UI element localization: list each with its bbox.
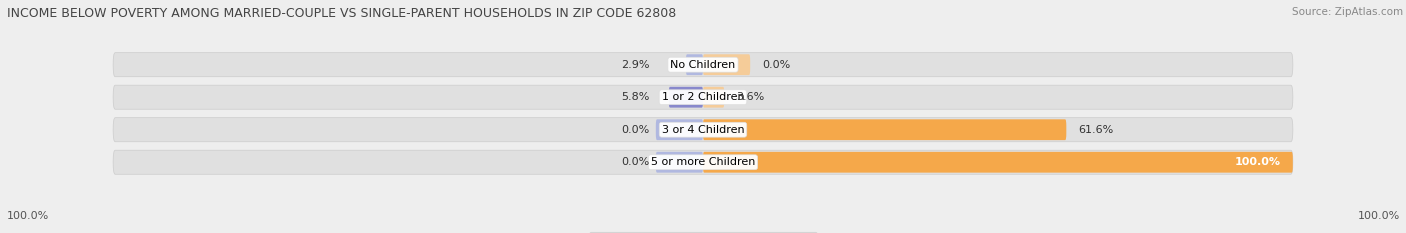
Text: 0.0%: 0.0% xyxy=(762,60,790,70)
Text: 100.0%: 100.0% xyxy=(7,211,49,221)
Text: 5.8%: 5.8% xyxy=(621,92,650,102)
FancyBboxPatch shape xyxy=(112,85,1294,109)
Text: 3.6%: 3.6% xyxy=(735,92,765,102)
Text: 100.0%: 100.0% xyxy=(1358,211,1400,221)
Text: 100.0%: 100.0% xyxy=(1234,157,1281,167)
FancyBboxPatch shape xyxy=(686,54,703,75)
FancyBboxPatch shape xyxy=(703,87,724,108)
FancyBboxPatch shape xyxy=(655,119,703,140)
Text: 0.0%: 0.0% xyxy=(621,125,650,135)
Text: INCOME BELOW POVERTY AMONG MARRIED-COUPLE VS SINGLE-PARENT HOUSEHOLDS IN ZIP COD: INCOME BELOW POVERTY AMONG MARRIED-COUPL… xyxy=(7,7,676,20)
FancyBboxPatch shape xyxy=(655,152,703,173)
FancyBboxPatch shape xyxy=(112,118,1294,142)
Legend: Married Couples, Single Parents: Married Couples, Single Parents xyxy=(589,232,817,233)
FancyBboxPatch shape xyxy=(112,150,1294,174)
FancyBboxPatch shape xyxy=(703,152,1292,173)
FancyBboxPatch shape xyxy=(112,53,1294,77)
Text: Source: ZipAtlas.com: Source: ZipAtlas.com xyxy=(1292,7,1403,17)
FancyBboxPatch shape xyxy=(703,54,751,75)
Text: 5 or more Children: 5 or more Children xyxy=(651,157,755,167)
Text: 61.6%: 61.6% xyxy=(1078,125,1114,135)
Text: 3 or 4 Children: 3 or 4 Children xyxy=(662,125,744,135)
FancyBboxPatch shape xyxy=(703,119,1066,140)
Text: No Children: No Children xyxy=(671,60,735,70)
Text: 2.9%: 2.9% xyxy=(621,60,650,70)
Text: 1 or 2 Children: 1 or 2 Children xyxy=(662,92,744,102)
FancyBboxPatch shape xyxy=(669,87,703,108)
Text: 0.0%: 0.0% xyxy=(621,157,650,167)
